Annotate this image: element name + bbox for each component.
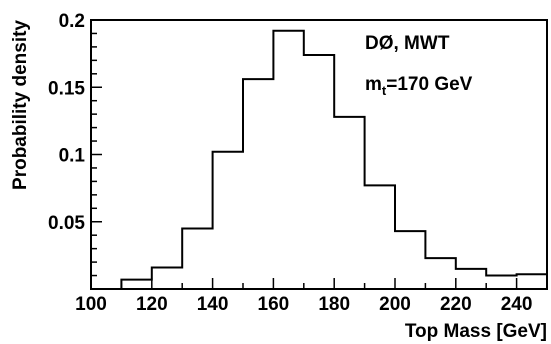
x-tick-label: 240 [501, 294, 533, 315]
x-tick-label: 160 [258, 294, 290, 315]
axis-ticks [90, 19, 548, 289]
x-axis-title: Top Mass [GeV] [405, 321, 547, 342]
x-tick-labels: 100 120 140 160 180 200 220 240 [75, 294, 532, 315]
x-tick-label: 120 [136, 294, 168, 315]
plot-frame [90, 19, 548, 290]
x-tick-label: 220 [440, 294, 472, 315]
y-tick-label: 0.15 [48, 78, 85, 99]
x-tick-label: 100 [75, 294, 107, 315]
histogram-outline [120, 29, 548, 289]
y-axis-title: Probability density [10, 20, 31, 190]
x-tick-label: 180 [318, 294, 350, 315]
mass-label: mt=170 GeV [365, 74, 473, 98]
y-tick-label: 0.1 [59, 146, 86, 167]
y-tick-labels: 0.05 0.1 0.15 0.2 [48, 11, 85, 234]
y-tick-label: 0.2 [59, 11, 85, 32]
experiment-label: DØ, MWT [365, 33, 450, 54]
x-tick-label: 140 [197, 294, 229, 315]
x-tick-label: 200 [379, 294, 411, 315]
y-tick-label: 0.05 [48, 213, 85, 234]
